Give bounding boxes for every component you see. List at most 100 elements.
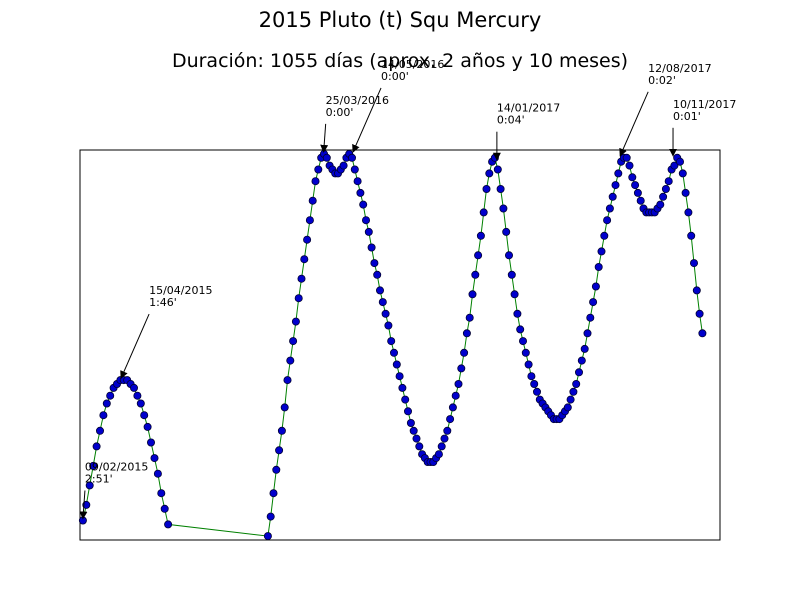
data-point bbox=[661, 184, 670, 193]
data-point bbox=[510, 290, 519, 299]
data-point bbox=[412, 434, 421, 443]
data-point bbox=[263, 532, 272, 541]
plot-frame bbox=[79, 149, 721, 541]
annotation-orb: 0:00' bbox=[381, 70, 409, 83]
data-point bbox=[378, 298, 387, 307]
data-point bbox=[160, 504, 169, 513]
annotation-orb: 0:04' bbox=[497, 114, 525, 127]
data-point bbox=[594, 262, 603, 271]
data-point bbox=[513, 309, 522, 318]
data-point bbox=[591, 282, 600, 291]
data-point bbox=[381, 309, 390, 318]
data-point bbox=[451, 391, 460, 400]
data-point bbox=[479, 208, 488, 217]
data-point bbox=[350, 165, 359, 174]
data-point bbox=[146, 438, 155, 447]
data-point bbox=[566, 395, 575, 404]
annotation-arrow bbox=[320, 123, 329, 153]
data-point bbox=[496, 184, 505, 193]
data-point bbox=[586, 313, 595, 322]
data-point bbox=[102, 399, 111, 408]
data-point bbox=[143, 422, 152, 431]
data-point bbox=[670, 161, 679, 170]
data-point bbox=[485, 169, 494, 178]
data-point bbox=[291, 317, 300, 326]
data-point bbox=[603, 216, 612, 225]
annotation-orb: 0:00' bbox=[326, 106, 354, 119]
data-point bbox=[656, 200, 665, 209]
data-point bbox=[681, 188, 690, 197]
annotation-arrow bbox=[619, 91, 649, 157]
data-point bbox=[628, 173, 637, 182]
data-point bbox=[401, 395, 410, 404]
data-point bbox=[303, 235, 312, 244]
data-point bbox=[614, 169, 623, 178]
data-point bbox=[395, 372, 404, 381]
data-point bbox=[96, 426, 105, 435]
data-point bbox=[280, 403, 289, 412]
data-point bbox=[678, 169, 687, 178]
data-point bbox=[347, 153, 356, 162]
data-point bbox=[434, 450, 443, 459]
annotation-arrow bbox=[120, 313, 150, 380]
data-point bbox=[99, 411, 108, 420]
data-point bbox=[373, 270, 382, 279]
annotation-arrow bbox=[79, 490, 88, 520]
data-point bbox=[164, 520, 173, 529]
data-point bbox=[597, 247, 606, 256]
annotation-orb: 0:02' bbox=[648, 74, 676, 87]
data-point bbox=[499, 204, 508, 213]
data-point bbox=[684, 208, 693, 217]
data-point bbox=[314, 165, 323, 174]
data-point bbox=[275, 446, 284, 455]
data-point bbox=[367, 243, 376, 252]
data-point bbox=[454, 379, 463, 388]
annotation-orb: 0:01' bbox=[673, 110, 701, 123]
data-point bbox=[322, 153, 331, 162]
data-point bbox=[622, 153, 631, 162]
data-point bbox=[448, 403, 457, 412]
data-point bbox=[575, 368, 584, 377]
data-point bbox=[690, 259, 699, 268]
data-point bbox=[136, 399, 145, 408]
data-point bbox=[297, 274, 306, 283]
data-point bbox=[530, 379, 539, 388]
data-point bbox=[533, 387, 542, 396]
data-point bbox=[631, 181, 640, 190]
annotation-orb: 1:46' bbox=[149, 296, 177, 309]
data-point bbox=[524, 360, 533, 369]
data-point bbox=[89, 461, 98, 470]
chart-subtitle: Duración: 1055 días (aprox. 2 años y 10 … bbox=[171, 50, 629, 72]
data-point bbox=[605, 204, 614, 213]
data-point bbox=[311, 177, 320, 186]
data-point bbox=[289, 337, 298, 346]
data-point bbox=[692, 286, 701, 295]
data-point bbox=[294, 294, 303, 303]
data-point bbox=[375, 286, 384, 295]
annotation-date: 12/08/2017 bbox=[648, 62, 711, 75]
data-point bbox=[664, 177, 673, 186]
annotation-arrow bbox=[352, 87, 382, 153]
data-point bbox=[460, 348, 469, 357]
data-point bbox=[577, 356, 586, 365]
data-point bbox=[608, 192, 617, 201]
data-point bbox=[519, 337, 528, 346]
data-point bbox=[468, 290, 477, 299]
data-point bbox=[384, 321, 393, 330]
data-point bbox=[92, 442, 101, 451]
data-point bbox=[502, 227, 511, 236]
data-point bbox=[392, 360, 401, 369]
data-point bbox=[676, 157, 685, 166]
annotation-date: 09/02/2015 bbox=[85, 461, 148, 474]
data-point bbox=[106, 391, 115, 400]
data-point bbox=[409, 426, 418, 435]
data-point bbox=[457, 364, 466, 373]
data-point bbox=[572, 379, 581, 388]
data-point bbox=[521, 348, 530, 357]
data-point bbox=[633, 188, 642, 197]
data-point bbox=[446, 415, 455, 424]
data-point bbox=[361, 216, 370, 225]
data-point bbox=[272, 465, 281, 474]
